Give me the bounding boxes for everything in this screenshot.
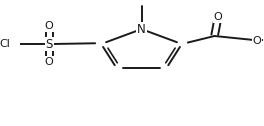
- Text: Cl: Cl: [0, 39, 10, 49]
- Text: O: O: [45, 57, 54, 67]
- Text: S: S: [45, 38, 53, 51]
- Text: O: O: [45, 21, 54, 31]
- Text: O: O: [214, 12, 223, 22]
- Text: N: N: [137, 23, 146, 36]
- Text: O: O: [253, 36, 261, 46]
